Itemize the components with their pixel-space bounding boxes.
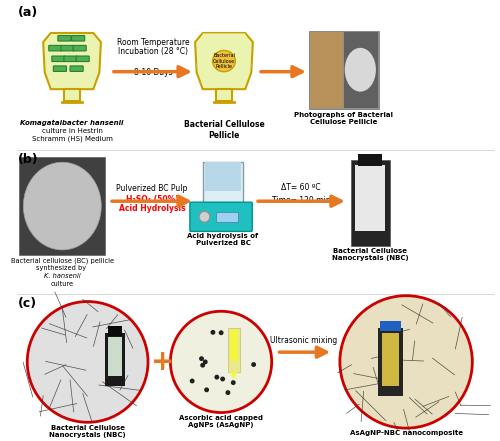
FancyBboxPatch shape [20,157,105,255]
FancyBboxPatch shape [350,161,390,246]
Text: Acid hydrolysis of
Pulverized BC: Acid hydrolysis of Pulverized BC [188,233,258,247]
Circle shape [203,359,207,364]
FancyBboxPatch shape [49,45,62,51]
Circle shape [251,362,256,367]
FancyBboxPatch shape [344,32,378,108]
Text: Incubation (28 °C): Incubation (28 °C) [118,47,188,56]
Circle shape [170,311,272,412]
FancyBboxPatch shape [202,162,243,203]
Text: H₂SO₄ (50%): H₂SO₄ (50%) [126,195,178,204]
FancyBboxPatch shape [382,333,400,386]
FancyBboxPatch shape [108,336,122,376]
FancyBboxPatch shape [206,162,240,191]
Circle shape [214,375,220,380]
Circle shape [226,390,230,395]
Text: Photographs of Bacterial
Cellulose Pellicle: Photographs of Bacterial Cellulose Pelli… [294,112,394,125]
Text: Pulverized BC Pulp: Pulverized BC Pulp [116,184,188,193]
Circle shape [340,295,472,428]
Ellipse shape [24,162,102,250]
FancyBboxPatch shape [310,32,343,108]
Text: Room Temperature: Room Temperature [116,38,189,47]
Text: ΔT= 60 ºC: ΔT= 60 ºC [281,183,320,192]
Circle shape [199,356,204,361]
Text: K. hansenii: K. hansenii [44,273,80,279]
Circle shape [200,363,205,368]
FancyBboxPatch shape [54,66,66,71]
FancyBboxPatch shape [76,56,89,62]
FancyBboxPatch shape [52,56,65,62]
Text: (b): (b) [18,153,38,165]
Text: Acid Hydrolysis: Acid Hydrolysis [118,204,185,213]
FancyBboxPatch shape [58,36,71,41]
Polygon shape [195,33,253,89]
Ellipse shape [344,48,376,92]
FancyBboxPatch shape [190,202,252,232]
Text: Ultrasonic mixing: Ultrasonic mixing [270,336,338,345]
Text: culture in Hestrin
Schramm (HS) Medium: culture in Hestrin Schramm (HS) Medium [32,128,112,142]
Text: synthesized by: synthesized by [36,265,88,272]
Text: Bacterial Cellulose
Pellicle: Bacterial Cellulose Pellicle [184,120,264,140]
Circle shape [218,330,224,335]
FancyBboxPatch shape [378,328,403,396]
Text: Komagataibacter hansenii: Komagataibacter hansenii [20,120,124,127]
Text: Time= 120 min: Time= 120 min [272,196,330,205]
Polygon shape [195,33,253,72]
FancyBboxPatch shape [105,333,124,386]
FancyBboxPatch shape [380,321,401,331]
Text: Ascorbic acid capped
AgNPs (AsAgNP): Ascorbic acid capped AgNPs (AsAgNP) [179,415,263,429]
Circle shape [231,380,235,385]
FancyBboxPatch shape [308,31,379,108]
FancyBboxPatch shape [70,66,83,71]
FancyBboxPatch shape [108,326,122,336]
Text: (a): (a) [18,7,38,19]
Text: AsAgNP-NBC nanocomposite: AsAgNP-NBC nanocomposite [350,430,463,436]
Circle shape [199,211,210,222]
Text: 8-10 Days: 8-10 Days [134,68,172,77]
Text: Bacterial
Cellulose
Pellicle: Bacterial Cellulose Pellicle [213,53,235,69]
Text: Bacterial Cellulose
Nanocrystals (NBC): Bacterial Cellulose Nanocrystals (NBC) [50,425,126,438]
Circle shape [220,377,225,381]
FancyBboxPatch shape [358,154,382,166]
FancyBboxPatch shape [216,212,238,222]
FancyBboxPatch shape [230,330,237,361]
FancyBboxPatch shape [356,165,384,232]
Text: Bacterial cellulose (BC) pellicle: Bacterial cellulose (BC) pellicle [10,258,114,264]
Polygon shape [43,33,101,89]
FancyBboxPatch shape [64,56,77,62]
Circle shape [27,302,148,422]
Polygon shape [230,372,237,379]
FancyBboxPatch shape [61,45,74,51]
FancyBboxPatch shape [73,45,86,51]
Text: culture: culture [50,281,74,287]
Circle shape [204,387,209,392]
Text: Bacterial Cellulose
Nanocrystals (NBC): Bacterial Cellulose Nanocrystals (NBC) [332,248,408,261]
Polygon shape [216,89,232,101]
Text: (c): (c) [18,297,36,310]
Circle shape [190,378,194,383]
Polygon shape [64,89,80,101]
FancyBboxPatch shape [228,328,239,372]
Text: +: + [151,348,174,376]
Ellipse shape [212,50,236,72]
Circle shape [210,330,216,335]
FancyBboxPatch shape [72,36,85,41]
